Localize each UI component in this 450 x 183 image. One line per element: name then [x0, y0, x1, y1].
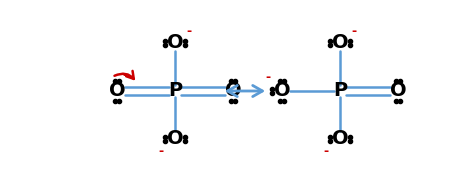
Text: P: P [168, 81, 182, 100]
Text: O: O [166, 33, 183, 53]
Text: O: O [225, 81, 241, 100]
Text: -: - [122, 70, 127, 83]
FancyArrowPatch shape [114, 71, 134, 79]
Text: -: - [266, 72, 270, 85]
FancyArrowPatch shape [228, 85, 262, 97]
Text: O: O [332, 130, 348, 148]
Text: O: O [332, 33, 348, 53]
Text: O: O [166, 130, 183, 148]
Text: -: - [186, 25, 192, 38]
Text: -: - [351, 25, 356, 38]
Text: O: O [109, 81, 125, 100]
Text: -: - [324, 145, 328, 158]
Text: O: O [390, 81, 406, 100]
Text: O: O [274, 81, 290, 100]
Text: P: P [333, 81, 347, 100]
Text: -: - [158, 145, 163, 158]
